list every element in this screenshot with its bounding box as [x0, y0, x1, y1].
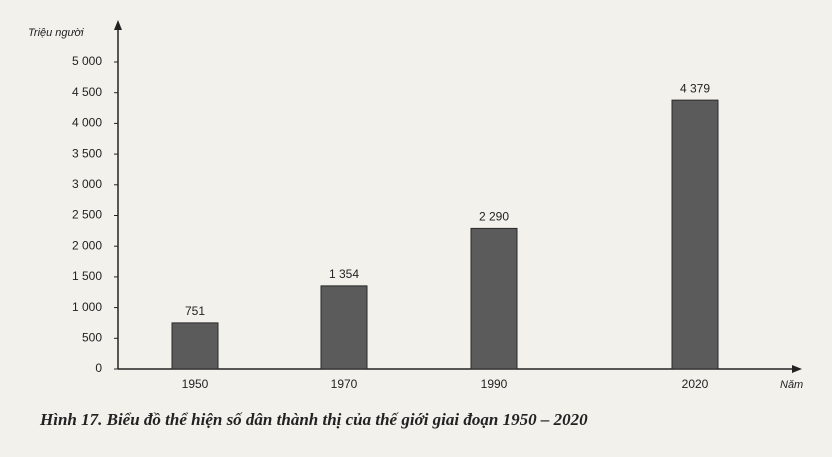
y-tick-label: 3 000 — [72, 177, 102, 191]
value-label: 1 354 — [329, 267, 359, 281]
value-label: 4 379 — [680, 81, 710, 95]
y-tick-label: 0 — [95, 361, 102, 375]
x-tick-label: 1950 — [182, 377, 209, 391]
y-tick-label: 4 000 — [72, 116, 102, 130]
value-label: 2 290 — [479, 210, 509, 224]
x-tick-label: 1990 — [481, 377, 508, 391]
y-tick-label: 1 000 — [72, 300, 102, 314]
x-axis-arrow — [792, 365, 802, 373]
x-axis-title: Năm — [780, 379, 803, 391]
value-label: 751 — [185, 304, 205, 318]
y-tick-label: 4 500 — [72, 85, 102, 99]
caption: Hình 17. Biểu đồ thể hiện số dân thành t… — [39, 410, 588, 429]
y-tick-label: 1 500 — [72, 269, 102, 283]
y-tick-label: 500 — [82, 330, 102, 344]
y-tick-label: 5 000 — [72, 54, 102, 68]
x-tick-label: 1970 — [331, 377, 358, 391]
bar — [320, 285, 368, 370]
bar — [171, 322, 219, 370]
y-tick-label: 2 500 — [72, 208, 102, 222]
y-axis-title: Triệu người — [28, 27, 84, 39]
bar — [470, 227, 518, 370]
bar — [671, 99, 719, 370]
y-tick-label: 2 000 — [72, 238, 102, 252]
y-tick-label: 3 500 — [72, 146, 102, 160]
x-tick-label: 2020 — [682, 377, 709, 391]
y-axis-arrow — [114, 20, 122, 30]
